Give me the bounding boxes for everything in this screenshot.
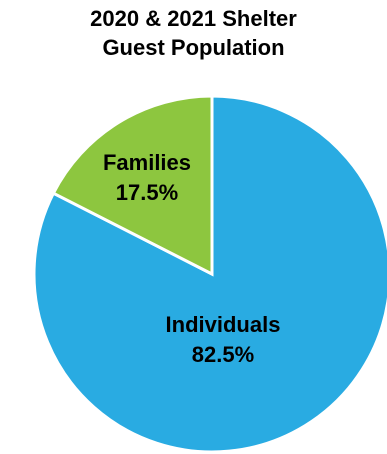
slice-label-name: Families (103, 150, 191, 175)
slice-label-individuals: Individuals 82.5% (166, 312, 281, 367)
pie-slice-families (51, 94, 214, 277)
pie-slices (32, 94, 387, 454)
chart-title: 2020 & 2021 Shelter Guest Population (0, 4, 387, 62)
pie-labels: Individuals 82.5% Families 17.5% (103, 150, 280, 367)
slice-label-value: 17.5% (116, 180, 178, 205)
slice-label-name: Individuals (166, 312, 281, 337)
chart-title-line-2: Guest Population (102, 35, 285, 60)
slice-label-value: 82.5% (192, 342, 254, 367)
chart-title-line-1: 2020 & 2021 Shelter (90, 6, 297, 31)
slice-label-families: Families 17.5% (103, 150, 191, 205)
